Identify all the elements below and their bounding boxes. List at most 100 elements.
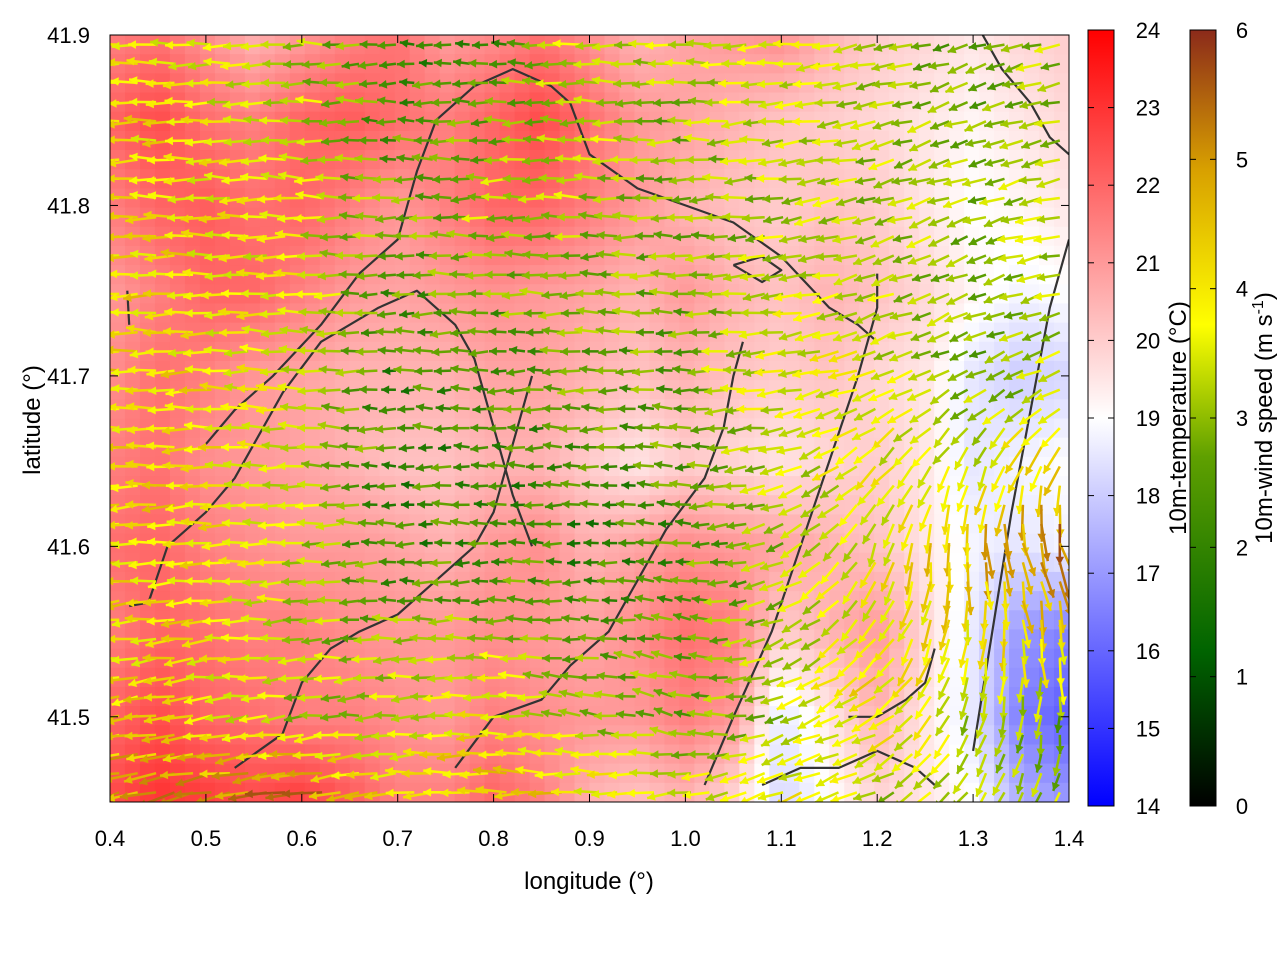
wind-vector-head [93, 251, 101, 260]
temperature-cell [409, 111, 426, 132]
temperature-cell [154, 207, 171, 228]
temperature-cell [304, 35, 321, 55]
temperature-cell [814, 73, 830, 94]
temperature-cell [1039, 188, 1055, 209]
temperature-cell [949, 245, 965, 266]
temperature-cell [859, 111, 875, 132]
temperature-cell [844, 265, 860, 285]
temperature-cell [919, 130, 935, 151]
temperature-cell [169, 169, 186, 189]
temperature-cell [859, 456, 875, 477]
temperature-cell [574, 226, 591, 247]
temperature-cell [499, 35, 516, 55]
temperature-cell [1009, 130, 1025, 151]
wind-vector-head [91, 174, 99, 183]
temperature-cell [154, 54, 171, 74]
temperature-cell [1054, 111, 1069, 132]
temperature-cell [574, 245, 591, 266]
temperature-cell [394, 35, 411, 55]
temperature-cell [979, 265, 995, 285]
temperature-cell [259, 150, 276, 170]
temperature-cell [844, 667, 860, 688]
temperature-cell [1054, 35, 1069, 55]
temperature-cell [1024, 265, 1040, 285]
temperature-cell [859, 265, 875, 285]
temperature-cell [1054, 73, 1069, 94]
wind-vector-head [87, 236, 96, 245]
temperature-cell [559, 591, 576, 611]
temperature-cell [889, 73, 905, 94]
temperature-cell [994, 629, 1010, 650]
temperature-cell [1024, 92, 1040, 113]
temperature-cell [799, 169, 815, 189]
temperature-cell [244, 265, 261, 285]
temperature-cell [889, 629, 905, 650]
temperature-cell [799, 303, 815, 324]
temperature-cell [949, 552, 965, 573]
temperature-cell [454, 226, 471, 247]
temperature-cell [304, 92, 321, 113]
temperature-cell [784, 226, 800, 247]
temperature-cell [1054, 226, 1069, 247]
temperature-cell [154, 763, 171, 784]
temperature-cell [1024, 73, 1040, 94]
temperature-cell [334, 54, 351, 74]
wind-vector-head [91, 331, 99, 340]
temperature-cell [544, 130, 561, 151]
temperature-cell [214, 169, 231, 189]
temperature-cell [949, 150, 965, 170]
temperature-cell [319, 763, 336, 784]
wind-vector-head [90, 157, 98, 166]
temperature-cell [319, 245, 336, 266]
temperature-cell [619, 130, 636, 151]
temperature-cell [229, 207, 246, 228]
temperature-cell [319, 437, 336, 458]
temperature-cell [154, 188, 171, 209]
temperature-cell [874, 92, 890, 113]
temperature-cell [949, 111, 965, 132]
temperature-cell [859, 92, 875, 113]
temperature-cell [679, 610, 695, 631]
temperature-cell [334, 150, 351, 170]
temperature-cell [1024, 54, 1040, 74]
wind-vector-head [93, 61, 101, 70]
temperature-cell [1054, 188, 1069, 209]
temperature-cell [1054, 360, 1069, 381]
temperature-cell [169, 150, 186, 170]
wind-vector-head [90, 116, 98, 125]
temperature-cell [919, 150, 935, 170]
wind-vector-head [92, 78, 100, 87]
wind-vector-head [89, 271, 97, 280]
temperature-cell [244, 92, 261, 113]
temperature-cell [949, 782, 965, 802]
temperature-cell [889, 591, 905, 611]
temperature-cell [1009, 35, 1025, 55]
temperature-cell [1024, 686, 1040, 707]
temperature-cell [919, 226, 935, 247]
wind-vector-head [87, 134, 95, 143]
temperature-cell [484, 111, 501, 132]
temperature-cell [739, 150, 755, 170]
temperature-cell [259, 245, 276, 266]
temperature-cell [949, 418, 965, 439]
temperature-cell [1024, 514, 1040, 535]
temperature-cell [1054, 418, 1069, 439]
temperature-cell [739, 130, 755, 151]
temperature-cell [1054, 399, 1069, 420]
temperature-cell [1039, 226, 1055, 247]
temperature-cell [1024, 207, 1040, 228]
temperature-cell [874, 35, 890, 55]
temperature-cell [949, 591, 965, 611]
temperature-cell [949, 169, 965, 189]
temperature-cell [949, 533, 965, 554]
temperature-cell [979, 73, 995, 94]
temperature-cell [559, 188, 576, 209]
temperature-cell [784, 265, 800, 285]
temperature-cell [484, 35, 501, 55]
temperature-cell [919, 111, 935, 132]
temperature-cell [1024, 226, 1040, 247]
temperature-cell [859, 207, 875, 228]
temperature-cell [1054, 169, 1069, 189]
temperature-cell [919, 437, 935, 458]
